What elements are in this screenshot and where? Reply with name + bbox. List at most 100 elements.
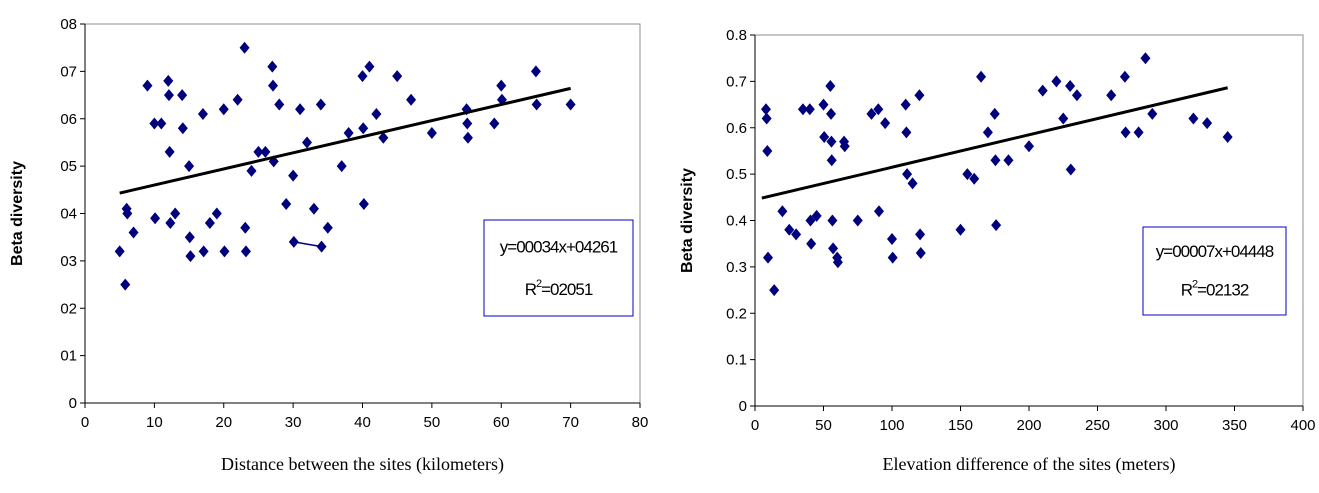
data-point (184, 160, 195, 173)
data-point (128, 226, 139, 239)
data-point (818, 98, 829, 111)
y-tick-label: 06 (60, 111, 77, 128)
data-point (982, 126, 993, 139)
scatter-chart-distance: 0 01 02 03 04 05 06 07 08 0 10 20 30 40 50 60 70 80 Beta d… (0, 0, 660, 488)
data-point (1222, 131, 1233, 144)
data-point (253, 145, 264, 158)
data-point (496, 79, 507, 92)
data-point (336, 160, 347, 173)
data-point (426, 126, 437, 139)
data-point (198, 245, 209, 258)
data-point (260, 145, 271, 158)
equation-box (483, 219, 634, 317)
y-tick-label: 07 (60, 63, 77, 80)
y-tick-label: 0.7 (726, 73, 747, 90)
y-tick-label: 04 (60, 206, 77, 223)
chart-svg: 0 0.1 0.2 0.3 0.4 0.5 0.6 0.7 0.8 0 50 100 150 200 250… (679, 27, 1316, 475)
y-tick-label: 05 (60, 158, 77, 175)
y-tick-label: 0.6 (726, 120, 747, 137)
trendline (761, 86, 1228, 200)
data-point (828, 242, 839, 255)
y-tick-label: 01 (60, 348, 77, 365)
data-point (1119, 70, 1130, 83)
plot-area (754, 34, 1304, 407)
data-point (530, 65, 541, 78)
data-point (281, 198, 292, 211)
data-point (763, 251, 774, 264)
data-point (797, 103, 808, 116)
data-point (839, 140, 850, 153)
data-point (887, 233, 897, 246)
data-point (873, 205, 884, 218)
x-tick-label: 250 (1085, 417, 1110, 434)
trendline (119, 86, 571, 195)
y-tick-label: 0 (739, 398, 747, 415)
y-tick-label: 0.5 (726, 166, 747, 183)
data-point (315, 98, 326, 111)
data-point (915, 246, 926, 259)
x-tick-label: 70 (562, 414, 579, 431)
data-point (170, 207, 181, 220)
data-point (268, 79, 279, 92)
data-point (156, 117, 167, 130)
y-tick-label: 0.2 (726, 305, 747, 322)
data-point (819, 131, 830, 144)
data-point (873, 103, 884, 116)
data-point (805, 214, 816, 227)
y-tick-label: 02 (60, 300, 77, 317)
data-point (1024, 140, 1034, 153)
data-point (267, 60, 278, 73)
data-point (163, 89, 174, 102)
x-tick-label: 0 (751, 417, 759, 434)
x-tick-label: 200 (1016, 417, 1041, 434)
data-point (246, 164, 257, 177)
data-point (1140, 52, 1151, 65)
x-tick-label: 20 (215, 414, 232, 431)
data-point (989, 107, 1000, 120)
data-point (760, 103, 771, 116)
data-point (914, 89, 925, 102)
data-point (1188, 112, 1199, 125)
x-tick-label: 30 (285, 414, 302, 431)
data-point (232, 93, 243, 106)
x-tick-label: 60 (493, 414, 510, 431)
data-point (462, 131, 473, 144)
data-point (406, 93, 417, 106)
connector-line (293, 241, 322, 248)
data-point (804, 103, 815, 116)
x-tick-label: 40 (354, 414, 371, 431)
data-point (316, 240, 327, 253)
data-point (990, 154, 1001, 167)
data-point (806, 237, 817, 250)
data-point (392, 70, 403, 83)
data-point (150, 212, 161, 225)
y-tick-label: 0.4 (726, 213, 747, 230)
data-point (955, 223, 966, 236)
data-point (240, 221, 251, 234)
data-point (791, 228, 802, 241)
x-axis-label: Elevation difference of the sites (meter… (882, 454, 1175, 475)
data-point (357, 70, 368, 83)
data-point (184, 231, 195, 244)
y-tick-label: 03 (60, 253, 77, 270)
data-point (866, 107, 877, 120)
data-point (219, 245, 230, 258)
x-tick-label: 400 (1290, 417, 1315, 434)
data-point (274, 98, 285, 111)
y-tick-label: 0.8 (726, 27, 747, 44)
data-point (531, 98, 542, 111)
data-point (827, 214, 838, 227)
data-point (762, 144, 773, 157)
data-point (900, 98, 911, 111)
data-point (1133, 126, 1144, 139)
data-point (211, 207, 222, 220)
data-point (1058, 112, 1069, 125)
data-point (976, 70, 987, 83)
regression-equation: y=00034x+04261 (500, 238, 618, 257)
x-tick-label: 300 (1153, 417, 1178, 434)
data-point (308, 202, 319, 215)
data-point (832, 256, 843, 269)
data-point (163, 74, 174, 87)
data-point (991, 219, 1002, 232)
data-point (364, 60, 375, 73)
